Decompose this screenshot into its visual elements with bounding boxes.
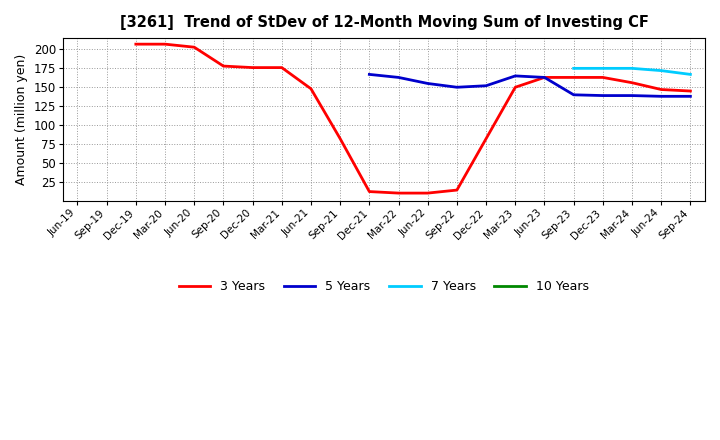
Legend: 3 Years, 5 Years, 7 Years, 10 Years: 3 Years, 5 Years, 7 Years, 10 Years (174, 275, 594, 298)
Y-axis label: Amount (million yen): Amount (million yen) (15, 54, 28, 185)
Title: [3261]  Trend of StDev of 12-Month Moving Sum of Investing CF: [3261] Trend of StDev of 12-Month Moving… (120, 15, 649, 30)
